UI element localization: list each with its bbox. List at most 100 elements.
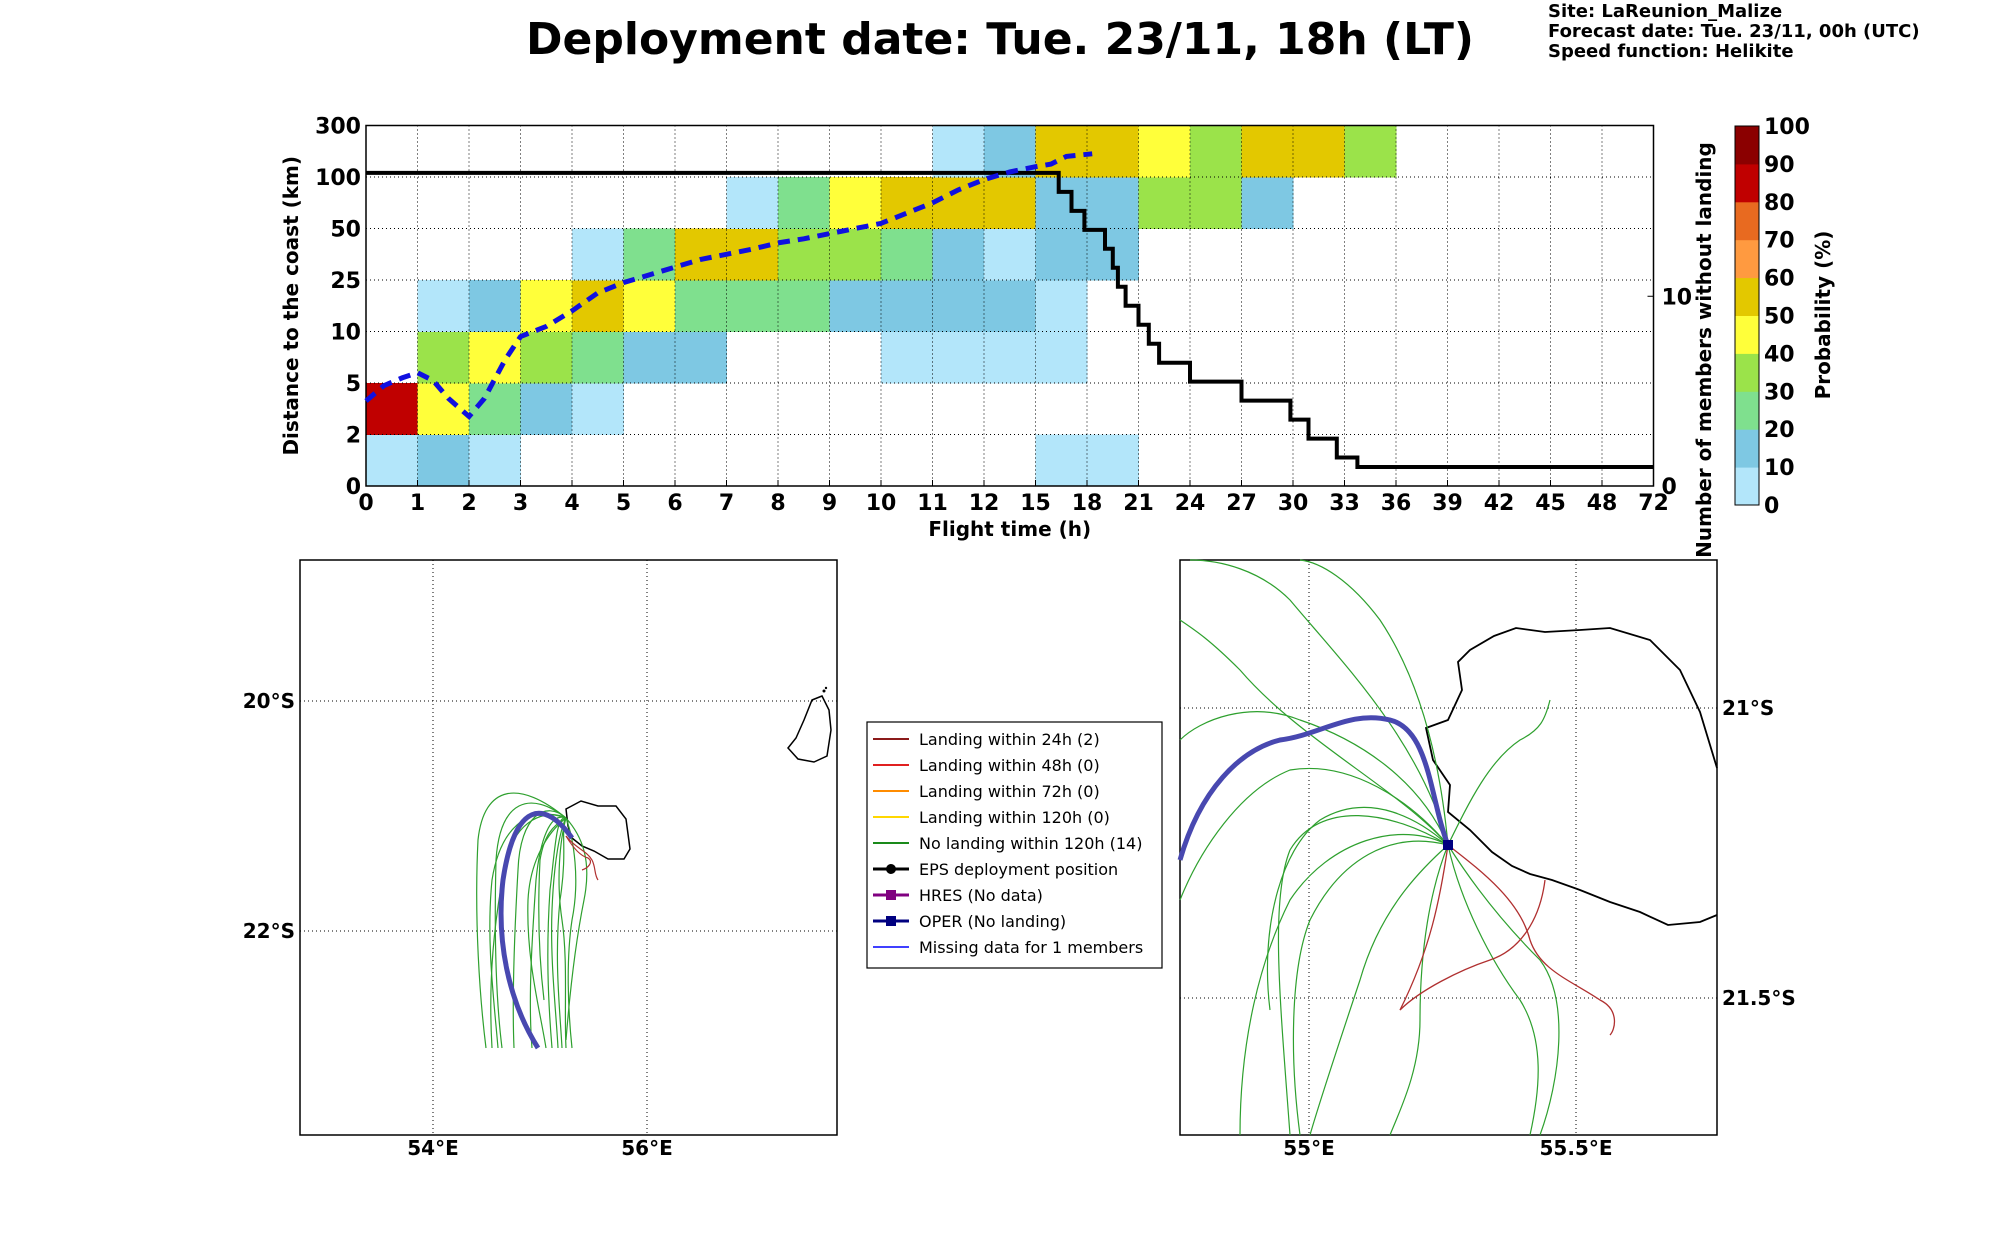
trajectory-no-landing-zoom xyxy=(1299,559,1449,846)
x-tick-label: 21 xyxy=(1123,491,1154,516)
x-tick-label: 0 xyxy=(358,491,373,516)
y-tick-label: 5 xyxy=(346,372,361,397)
right-map-lon-label: 55.5°E xyxy=(1539,1136,1612,1160)
forecast-date-label: Forecast date: Tue. 23/11, 00h (UTC) xyxy=(1548,21,1920,42)
legend-label: EPS deployment position xyxy=(919,860,1118,879)
legend-label: Missing data for 1 members xyxy=(919,938,1143,957)
reunion-island-coastline xyxy=(565,800,631,860)
heatmap-cell xyxy=(1138,125,1191,178)
trajectory-landing-24h-zoom xyxy=(1447,844,1616,1036)
x-tick-label: 6 xyxy=(667,491,682,516)
legend-marker xyxy=(886,890,896,900)
legend-label: Landing within 72h (0) xyxy=(919,782,1100,801)
legend-marker xyxy=(886,916,896,926)
x-tick-label: 45 xyxy=(1535,491,1566,516)
heatmap-cell xyxy=(984,280,1036,332)
x-tick-label: 36 xyxy=(1381,491,1412,516)
x-tick-label: 48 xyxy=(1587,491,1618,516)
legend-marker xyxy=(886,864,896,874)
trajectory-no-landing-zoom xyxy=(1239,833,1449,1136)
trajectory-no-landing-zoom xyxy=(1266,806,1449,1011)
heatmap-cell xyxy=(1035,434,1088,487)
legend-label: Landing within 48h (0) xyxy=(919,756,1100,775)
heatmap-cell xyxy=(1241,177,1294,229)
trajectory-no-landing-zoom xyxy=(1179,619,1449,846)
x-tick-label: 2 xyxy=(461,491,476,516)
heatmap-cell xyxy=(881,177,933,229)
colorbar-tick-label: 70 xyxy=(1764,229,1795,254)
heatmap-cell xyxy=(1035,280,1088,332)
heatmap-cell xyxy=(726,228,779,281)
trajectory-no-landing-zoom xyxy=(1277,815,1449,1136)
heatmap-cell xyxy=(469,331,521,384)
heatmap-cell xyxy=(1344,125,1397,178)
heatmap-cell xyxy=(520,331,573,384)
colorbar-segment xyxy=(1735,391,1759,430)
colorbar-tick-label: 60 xyxy=(1764,267,1795,292)
colorbar-tick-label: 10 xyxy=(1764,456,1795,481)
y2-tick-label: 0 xyxy=(1662,475,1677,500)
trajectory-no-landing-zoom xyxy=(1447,844,1560,1136)
y-tick-label: 25 xyxy=(330,269,361,294)
colorbar-tick-label: 20 xyxy=(1764,418,1795,443)
heatmap-cell xyxy=(1087,177,1139,229)
x-tick-label: 39 xyxy=(1432,491,1463,516)
legend-label: OPER (No landing) xyxy=(919,912,1066,931)
x-axis-label: Flight time (h) xyxy=(928,517,1091,541)
left-map-lat-label: 22°S xyxy=(243,919,295,943)
colorbar-tick-label: 50 xyxy=(1764,305,1795,330)
y2-axis-label: Number of members without landing xyxy=(1692,142,1716,558)
heatmap-cell xyxy=(1241,125,1294,178)
heatmap-cell xyxy=(1035,331,1088,384)
colorbar-tick-label: 90 xyxy=(1764,153,1795,178)
x-tick-label: 30 xyxy=(1278,491,1309,516)
trajectory-landing-24h-zoom xyxy=(1399,844,1546,1011)
x-tick-label: 3 xyxy=(513,491,528,516)
heatmap-cell xyxy=(366,434,418,487)
x-tick-label: 33 xyxy=(1329,491,1360,516)
colorbar-segment xyxy=(1735,239,1759,279)
legend-box xyxy=(866,721,1163,969)
oper-trajectory-zoom xyxy=(1177,715,1451,861)
heatmap-cell xyxy=(932,125,985,178)
colorbar-segment xyxy=(1735,315,1759,354)
heatmap-cell xyxy=(469,434,521,487)
heatmap-cell xyxy=(932,228,985,281)
trajectory-no-landing xyxy=(556,817,567,1049)
heatmap-cell xyxy=(417,383,470,435)
right-map-lat-label: 21.5°S xyxy=(1722,986,1796,1010)
heatmap-cell xyxy=(366,383,418,435)
trajectory-no-landing xyxy=(565,817,577,1049)
y2-tick-label: 10 xyxy=(1662,285,1693,310)
trajectory-no-landing-zoom xyxy=(1292,840,1449,1136)
heatmap-cell xyxy=(520,280,573,332)
colorbar-segment xyxy=(1735,201,1759,241)
trajectory-no-landing xyxy=(529,816,567,1049)
heatmap-cell xyxy=(623,280,676,332)
x-tick-label: 11 xyxy=(917,491,948,516)
trajectory-no-landing xyxy=(565,817,588,1041)
heatmap-cell xyxy=(1190,177,1242,229)
heatmap-cell xyxy=(675,228,727,281)
y-tick-label: 0 xyxy=(346,475,361,500)
colorbar-tick-label: 40 xyxy=(1764,342,1795,367)
x-tick-label: 24 xyxy=(1175,491,1206,516)
left-map-lon-label: 56°E xyxy=(621,1136,673,1160)
x-tick-label: 27 xyxy=(1226,491,1257,516)
colorbar-segment xyxy=(1735,429,1759,468)
heatmap-cell xyxy=(520,383,573,435)
heatmap-cell xyxy=(469,383,521,435)
colorbar-tick-label: 30 xyxy=(1764,380,1795,405)
heatmap-cell xyxy=(1087,434,1139,487)
left-map-frame xyxy=(299,559,838,1136)
heatmap-cell xyxy=(572,228,624,281)
heatmap-cell xyxy=(932,280,985,332)
heatmap-cell xyxy=(984,228,1036,281)
heatmap-cell xyxy=(675,331,727,384)
heatmap-cell xyxy=(881,280,933,332)
heatmap-cell xyxy=(469,280,521,332)
trajectory-no-landing xyxy=(476,792,567,1049)
trajectory-no-landing xyxy=(547,817,567,1049)
x-tick-label: 18 xyxy=(1072,491,1103,516)
